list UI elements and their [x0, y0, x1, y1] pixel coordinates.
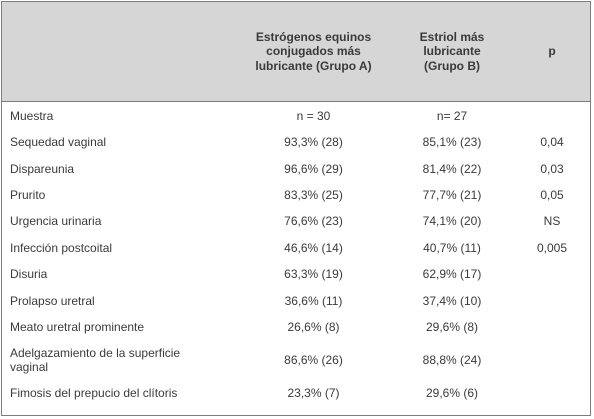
row-label: Adelgazamiento de la superficie vaginal: [2, 340, 237, 380]
group-a-value: 46,6% (14): [284, 240, 343, 255]
group-a-value: 86,6% (26): [284, 353, 343, 368]
group-a-value: 96,6% (29): [284, 161, 343, 176]
table-row: Sequedad vaginal 93,3% (28) 85,1% (23) 0…: [2, 129, 590, 155]
header-group-b: Estriol más lubricante (Grupo B): [390, 2, 514, 102]
p-value: [514, 314, 590, 340]
row-label: Prolapso uretral: [10, 293, 95, 308]
table-row: Infección postcoital 46,6% (14) 40,7% (1…: [2, 235, 590, 261]
p-value: 0,005: [536, 240, 568, 255]
group-b-value: 62,9% (17): [422, 267, 482, 282]
group-b-value: 85,1% (23): [422, 135, 482, 150]
header-group-b-text: Estriol más lubricante (Grupo B): [419, 29, 485, 73]
row-label: Prurito: [10, 187, 46, 202]
group-b-value: 74,1% (20): [422, 214, 482, 229]
group-a-value: 83,3% (25): [284, 187, 343, 202]
p-value: NS: [543, 214, 561, 229]
group-b-value: n= 27: [436, 108, 468, 123]
group-a-value: 36,6% (11): [284, 293, 343, 308]
table-row: Adelgazamiento de la superficie vaginal …: [2, 340, 590, 380]
p-value: 0,04: [540, 135, 564, 150]
row-label: Urgencia urinaria: [10, 214, 102, 229]
row-label: Meato uretral prominente: [10, 319, 145, 334]
table-row: Prurito 83,3% (25) 77,7% (21) 0,05: [2, 182, 590, 208]
comparison-table: Estrógenos equinos conjugados más lubric…: [2, 2, 590, 407]
row-label: Disuria: [10, 267, 48, 282]
group-b-value: 81,4% (22): [422, 161, 482, 176]
header-empty-cell: [2, 2, 237, 102]
table-row: Muestra n = 30 n= 27: [2, 102, 590, 130]
table-row: Fimosis del prepucio del clítoris 23,3% …: [2, 380, 590, 406]
p-value: [514, 261, 590, 287]
p-value: [514, 380, 590, 406]
row-label: Sequedad vaginal: [10, 135, 107, 150]
p-value: [514, 340, 590, 380]
group-b-value: 77,7% (21): [422, 187, 482, 202]
row-label: Dispareunia: [10, 161, 75, 176]
group-a-value: 23,3% (7): [287, 386, 340, 401]
header-p-value: p: [514, 2, 590, 102]
table-row: Dispareunia 96,6% (29) 81,4% (22) 0,03: [2, 155, 590, 181]
row-label-text: Adelgazamiento de la superficie vaginal: [10, 346, 181, 375]
group-a-value: 93,3% (28): [284, 135, 343, 150]
p-value: [514, 287, 590, 313]
table-row: Prolapso uretral 36,6% (11) 37,4% (10): [2, 287, 590, 313]
p-value: 0,03: [540, 161, 564, 176]
row-label: Fimosis del prepucio del clítoris: [10, 386, 178, 401]
group-b-value: 88,8% (24): [422, 353, 482, 368]
header-row: Estrógenos equinos conjugados más lubric…: [2, 2, 590, 102]
p-value: [514, 102, 590, 130]
row-label: Muestra: [10, 108, 54, 123]
group-a-value: 26,6% (8): [287, 319, 340, 334]
row-label: Infección postcoital: [10, 240, 113, 255]
table-row: Meato uretral prominente 26,6% (8) 29,6%…: [2, 314, 590, 340]
group-b-value: 37,4% (10): [422, 293, 482, 308]
group-b-value: 29,6% (6): [425, 386, 479, 401]
table-row: Urgencia urinaria 76,6% (23) 74,1% (20) …: [2, 208, 590, 234]
table-row: Disuria 63,3% (19) 62,9% (17): [2, 261, 590, 287]
group-b-value: 29,6% (8): [425, 319, 479, 334]
group-a-value: n = 30: [296, 108, 331, 123]
p-value: 0,05: [540, 187, 564, 202]
group-b-value: 40,7% (11): [423, 240, 481, 255]
header-group-a: Estrógenos equinos conjugados más lubric…: [237, 2, 390, 102]
group-a-value: 76,6% (23): [284, 214, 343, 229]
group-a-value: 63,3% (19): [284, 267, 343, 282]
header-group-a-text: Estrógenos equinos conjugados más lubric…: [255, 29, 372, 73]
